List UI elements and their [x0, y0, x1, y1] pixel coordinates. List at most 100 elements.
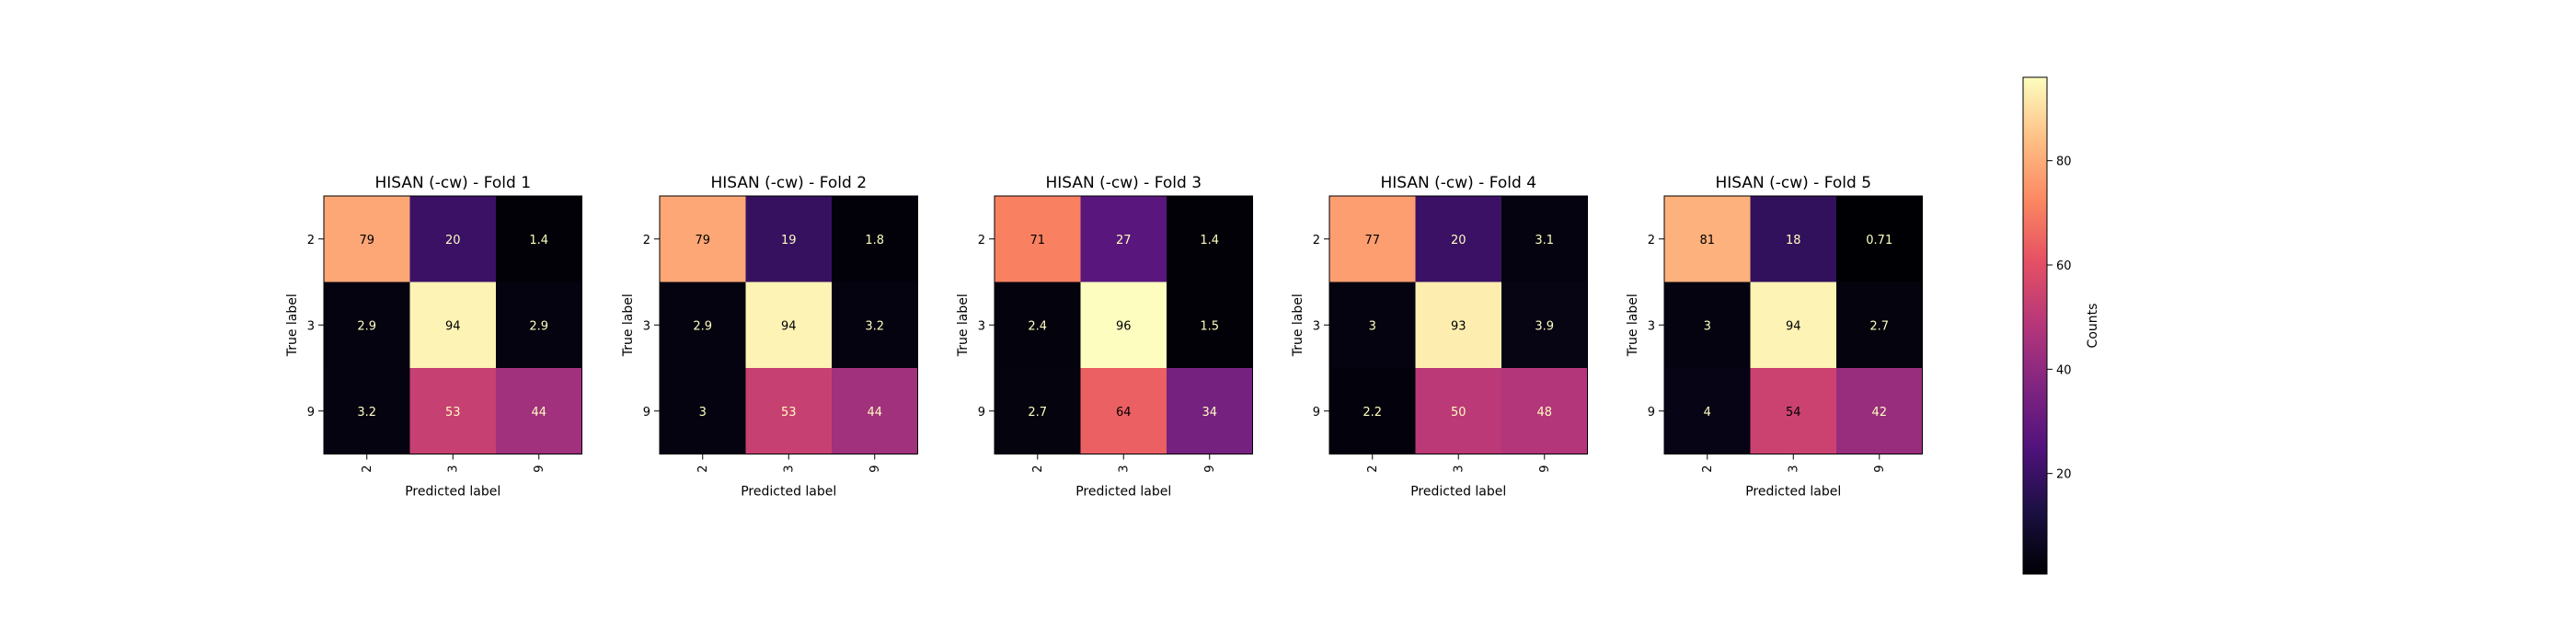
x-tick-label: 2 [1701, 466, 1715, 473]
heatmap-cell [832, 196, 918, 282]
heatmap-cell [496, 196, 582, 282]
panel-title: HISAN (-cw) - Fold 4 [1380, 174, 1536, 192]
y-tick-label: 2 [978, 234, 985, 247]
cell-value-label: 48 [1536, 406, 1552, 420]
y-axis-label: True label [285, 293, 300, 357]
cell-value-label: 2.2 [1363, 406, 1382, 420]
heatmap-cell [496, 282, 582, 368]
heatmap-cell [1415, 282, 1501, 368]
heatmap-cell [1501, 282, 1588, 368]
cell-value-label: 96 [1116, 319, 1132, 333]
heatmap-cell [1167, 282, 1253, 368]
x-axis-label: Predicted label [1745, 485, 1841, 500]
heatmap-cell [660, 282, 746, 368]
cell-value-label: 94 [445, 319, 461, 333]
colorbar-tick-label: 60 [2056, 259, 2072, 273]
heatmap-cell [1664, 282, 1751, 368]
heatmap-cell [1329, 368, 1416, 454]
heatmap-cell [1750, 368, 1836, 454]
heatmap-cell [1836, 282, 1923, 368]
y-tick-label: 9 [1648, 406, 1655, 420]
x-tick-label: 3 [782, 466, 796, 473]
heatmap-cell [745, 282, 832, 368]
y-tick-label: 3 [1648, 319, 1655, 333]
y-axis-label: True label [956, 293, 971, 357]
y-tick-label: 3 [1313, 319, 1320, 333]
cell-value-label: 94 [781, 319, 797, 333]
cell-value-label: 1.4 [1200, 234, 1219, 247]
heatmap-cell [745, 368, 832, 454]
cell-value-label: 3 [1369, 319, 1376, 333]
x-tick-label: 3 [1452, 466, 1466, 473]
heatmap-cell [324, 282, 410, 368]
cell-value-label: 64 [1116, 406, 1132, 420]
heatmap-cell [1664, 196, 1751, 282]
heatmap-cell [995, 368, 1081, 454]
cell-value-label: 27 [1116, 234, 1132, 247]
confusion-matrix-fold-2: HISAN (-cw) - Fold 2 79 19 1.8 2.9 94 3.2 3 53 44… [621, 174, 918, 500]
x-tick-label: 9 [533, 466, 546, 473]
x-tick-label: 9 [1538, 466, 1552, 473]
cell-value-label: 44 [531, 406, 546, 420]
cell-value-label: 3 [1704, 319, 1711, 333]
cell-value-label: 1.8 [865, 234, 884, 247]
cell-value-label: 20 [1451, 234, 1466, 247]
y-axis-label: True label [1291, 293, 1305, 357]
cell-value-label: 4 [1704, 406, 1711, 420]
heatmap-cell [1080, 282, 1167, 368]
heatmap-cell [1501, 368, 1588, 454]
heatmap-cell [1080, 368, 1167, 454]
x-tick-label: 2 [696, 466, 710, 473]
y-tick-label: 9 [978, 406, 985, 420]
heatmap-cell [1664, 368, 1751, 454]
y-axis-label: True label [621, 293, 636, 357]
y-tick-label: 3 [978, 319, 985, 333]
cell-value-label: 2.7 [1869, 319, 1889, 333]
heatmap-cell [832, 282, 918, 368]
cell-value-label: 42 [1871, 406, 1887, 420]
heatmap-cell [409, 282, 496, 368]
colorbar-gradient [2022, 76, 2048, 575]
y-tick-label: 3 [307, 319, 315, 333]
cell-value-label: 79 [359, 234, 374, 247]
x-axis-label: Predicted label [1410, 485, 1506, 500]
cell-value-label: 1.5 [1200, 319, 1219, 333]
confusion-matrix-fold-4: HISAN (-cw) - Fold 477 20 3.13 93 3.92.2 50 48… [1291, 174, 1588, 500]
heatmap-cell [660, 196, 746, 282]
cell-value-label: 79 [695, 234, 710, 247]
heatmap-cell [324, 368, 410, 454]
panel-title: HISAN (-cw) - Fold 2 [710, 174, 867, 192]
heatmap-cell [995, 282, 1081, 368]
colorbar-tick-label: 20 [2056, 468, 2072, 482]
cell-value-label: 20 [445, 234, 461, 247]
cell-value-label: 3.1 [1535, 234, 1554, 247]
heatmap-cell [1329, 282, 1416, 368]
heatmap-cell [409, 368, 496, 454]
cell-value-label: 2.7 [1028, 406, 1047, 420]
cell-value-label: 54 [1786, 406, 1801, 420]
cell-value-label: 71 [1029, 234, 1045, 247]
cell-value-label: 53 [781, 406, 797, 420]
y-tick-label: 2 [307, 234, 315, 247]
cell-value-label: 0.71 [1866, 234, 1892, 247]
cell-value-label: 3.2 [865, 319, 884, 333]
cell-value-label: 2.9 [357, 319, 376, 333]
cell-value-label: 19 [781, 234, 797, 247]
x-axis-label: Predicted label [1075, 485, 1171, 500]
cell-value-label: 93 [1451, 319, 1466, 333]
x-axis-label: Predicted label [405, 485, 500, 500]
cell-value-label: 50 [1451, 406, 1466, 420]
x-tick-label: 2 [1031, 466, 1045, 473]
panel-title: HISAN (-cw) - Fold 1 [374, 174, 531, 192]
cell-value-label: 94 [1786, 319, 1801, 333]
heatmap-cell [1415, 368, 1501, 454]
heatmap-cell [1836, 368, 1923, 454]
cell-value-label: 2.4 [1028, 319, 1047, 333]
cell-value-label: 3.9 [1535, 319, 1554, 333]
cell-value-label: 2.9 [693, 319, 712, 333]
cell-value-label: 2.9 [529, 319, 548, 333]
cell-value-label: 77 [1364, 234, 1380, 247]
y-tick-label: 2 [1648, 234, 1655, 247]
heatmap-cell [660, 368, 746, 454]
